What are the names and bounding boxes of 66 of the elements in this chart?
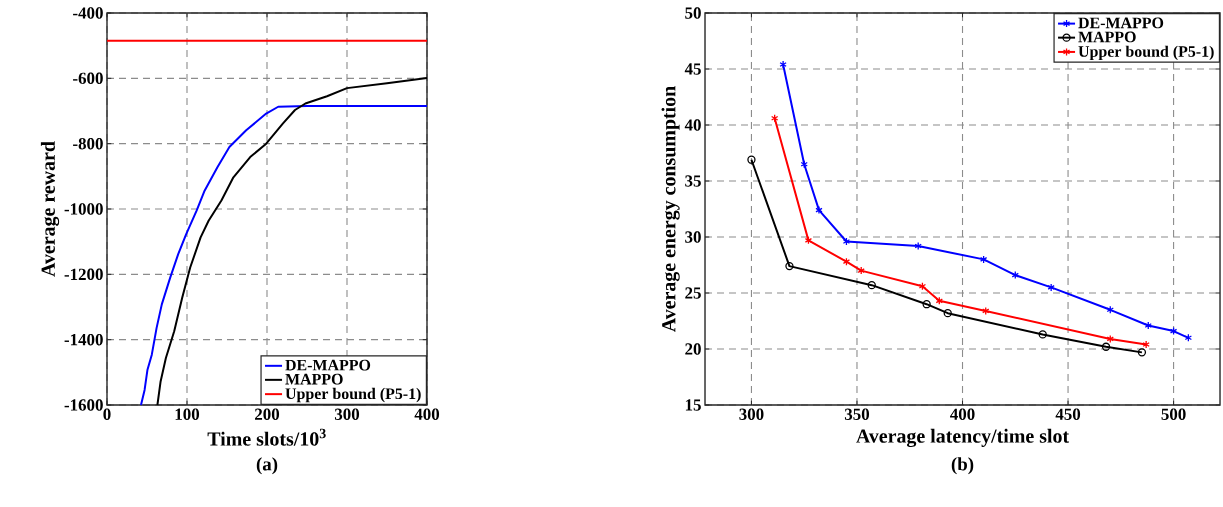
y-tick-label: -1400	[64, 333, 103, 346]
y-tick-label: 35	[685, 175, 701, 187]
x-tick-label: 400	[414, 408, 440, 420]
point	[1184, 333, 1193, 342]
point	[1106, 334, 1114, 344]
y-tick-label: 45	[684, 63, 701, 75]
point	[1142, 340, 1150, 349]
y-tick-label: 25	[685, 287, 701, 299]
point	[770, 114, 779, 123]
x-tick-label: 350	[844, 408, 870, 420]
point	[1038, 330, 1047, 339]
legend-label: MAPPO	[285, 373, 343, 385]
point	[800, 160, 808, 169]
text: (a)	[256, 457, 278, 475]
y-tick-label: 20	[685, 343, 701, 355]
point	[1047, 283, 1055, 292]
y-tick-label: -1200	[64, 268, 103, 281]
legend-label: Upper bound (P5-1)	[1078, 45, 1214, 61]
y-tick-label: -1600	[64, 399, 103, 411]
point	[842, 237, 851, 246]
y-tick-label: 15	[685, 399, 701, 411]
x-tick-label: 100	[175, 408, 200, 420]
point	[943, 309, 952, 318]
point	[779, 60, 787, 69]
point	[785, 261, 794, 271]
legend-label: MAPPO	[1078, 31, 1136, 43]
point	[1144, 321, 1152, 330]
y-tick-label: 40	[684, 119, 701, 131]
legend-label: DE-MAPPO	[1078, 17, 1164, 29]
point	[922, 300, 931, 309]
x-axis-title: Average latency/time slot	[856, 428, 1070, 447]
point	[804, 236, 813, 245]
y-tick-label: -400	[73, 7, 103, 19]
x-tick-label: 300	[334, 408, 360, 420]
point	[1101, 342, 1111, 351]
y-tick-label: 50	[685, 7, 701, 19]
text: (b)	[951, 457, 974, 475]
y-tick-label: -1000	[64, 203, 103, 215]
x-axis-title: Time slots/10$^{3}$	[207, 428, 326, 446]
point	[815, 205, 823, 215]
y-axis-title: Average reward	[40, 141, 60, 277]
point	[1106, 305, 1114, 314]
x-tick-label: 300	[739, 408, 764, 420]
legend-label: DE-MAPPO	[285, 359, 371, 371]
point	[979, 255, 988, 264]
legend-label: Upper bound (P5-1)	[285, 387, 421, 403]
point	[747, 155, 756, 164]
x-tick-label: 450	[1055, 408, 1081, 420]
point	[914, 241, 922, 251]
x-tick-label: 0	[103, 408, 111, 420]
y-tick-label: -800	[73, 137, 103, 150]
point	[857, 266, 865, 275]
point	[1169, 326, 1178, 336]
y-tick-label: -600	[73, 72, 103, 85]
y-tick-label: 30	[685, 231, 701, 243]
point	[1137, 348, 1147, 357]
point	[918, 282, 927, 291]
point	[842, 257, 851, 266]
x-tick-label: 200	[255, 408, 280, 420]
point	[982, 306, 990, 316]
x-tick-label: 400	[950, 408, 975, 420]
y-axis-title: Average energy consumption	[661, 86, 680, 333]
point	[935, 296, 943, 305]
point	[1011, 270, 1019, 280]
point	[867, 281, 876, 290]
x-tick-label: 500	[1161, 408, 1186, 420]
